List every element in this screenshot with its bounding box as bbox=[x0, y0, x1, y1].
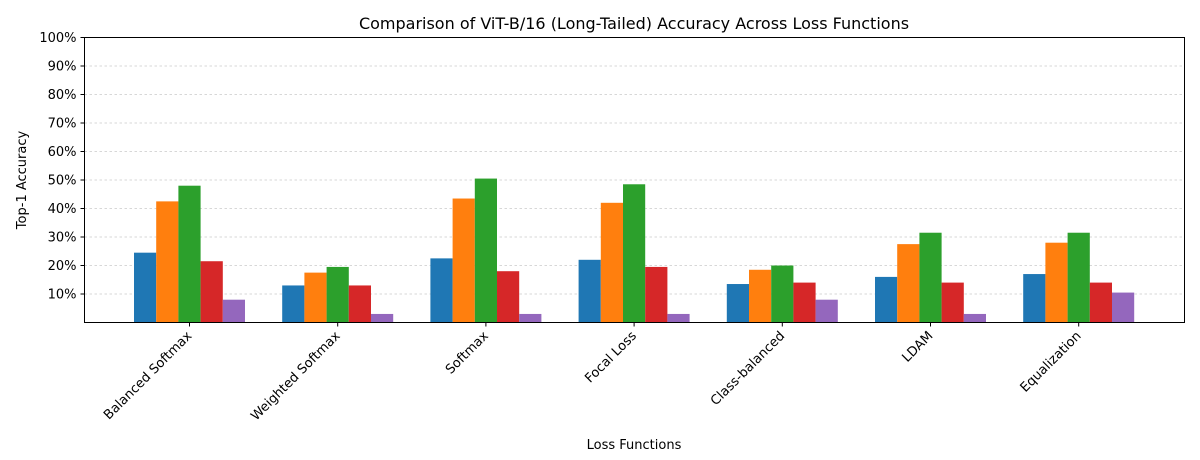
bar bbox=[1023, 274, 1046, 323]
x-tick-label: Weighted Softmax bbox=[248, 329, 343, 424]
bar bbox=[771, 265, 794, 323]
bar bbox=[200, 261, 223, 323]
bar bbox=[726, 284, 749, 323]
bar bbox=[452, 198, 475, 323]
bar bbox=[474, 178, 497, 323]
x-tick-label: Equalization bbox=[1018, 329, 1085, 396]
bar bbox=[519, 313, 542, 323]
bars bbox=[134, 178, 1135, 323]
bar bbox=[919, 232, 942, 323]
y-tick-label: 70% bbox=[48, 117, 77, 132]
y-tick-label: 100% bbox=[39, 31, 76, 46]
bar bbox=[222, 299, 245, 323]
x-axis-label: Loss Functions bbox=[587, 438, 682, 453]
y-tick-label: 60% bbox=[48, 145, 77, 160]
bar bbox=[793, 282, 816, 323]
x-axis: Balanced Softmax Weighted Softmax Softmax F… bbox=[101, 322, 1085, 424]
bar bbox=[749, 269, 772, 323]
bar bbox=[897, 244, 920, 323]
x-tick-label: Softmax bbox=[443, 329, 492, 378]
bar bbox=[815, 299, 838, 323]
y-tick-label: 80% bbox=[48, 88, 77, 103]
x-tick-label: Focal Loss bbox=[582, 329, 640, 387]
bar bbox=[178, 185, 201, 323]
bar bbox=[348, 285, 371, 323]
bar bbox=[1089, 282, 1112, 323]
y-tick-label: 90% bbox=[48, 60, 77, 75]
bar bbox=[156, 201, 179, 323]
x-tick-label: Class-balanced bbox=[708, 329, 788, 409]
y-axis-label: Top-1 Accuracy bbox=[15, 131, 30, 231]
x-tick-label: Balanced Softmax bbox=[101, 329, 195, 423]
bar bbox=[326, 266, 349, 323]
bar bbox=[667, 313, 690, 323]
y-tick-label: 10% bbox=[48, 288, 77, 303]
bar bbox=[645, 266, 668, 323]
y-tick-label: 20% bbox=[48, 259, 77, 274]
bar bbox=[600, 202, 623, 323]
y-tick-label: 30% bbox=[48, 231, 77, 246]
bar bbox=[430, 258, 453, 323]
bar bbox=[1112, 292, 1135, 323]
bar bbox=[963, 313, 986, 323]
y-tick-label: 50% bbox=[48, 174, 77, 189]
bar bbox=[578, 259, 601, 323]
bar bbox=[371, 313, 394, 323]
bar bbox=[875, 276, 898, 323]
bar bbox=[134, 252, 157, 323]
bar bbox=[497, 271, 520, 323]
bar bbox=[282, 285, 305, 323]
x-tick-label: LDAM bbox=[899, 329, 936, 366]
bar bbox=[1045, 242, 1068, 323]
chart-title: Comparison of ViT-B/16 (Long-Tailed) Acc… bbox=[359, 14, 909, 33]
bar bbox=[941, 282, 964, 323]
y-tick-label: 40% bbox=[48, 202, 77, 217]
bar bbox=[623, 184, 646, 323]
y-axis: 10% 20% 30% 40% 50% 60% 70% 80% 90% 100% bbox=[39, 31, 85, 303]
bar bbox=[1067, 232, 1090, 323]
bar bbox=[304, 272, 327, 323]
